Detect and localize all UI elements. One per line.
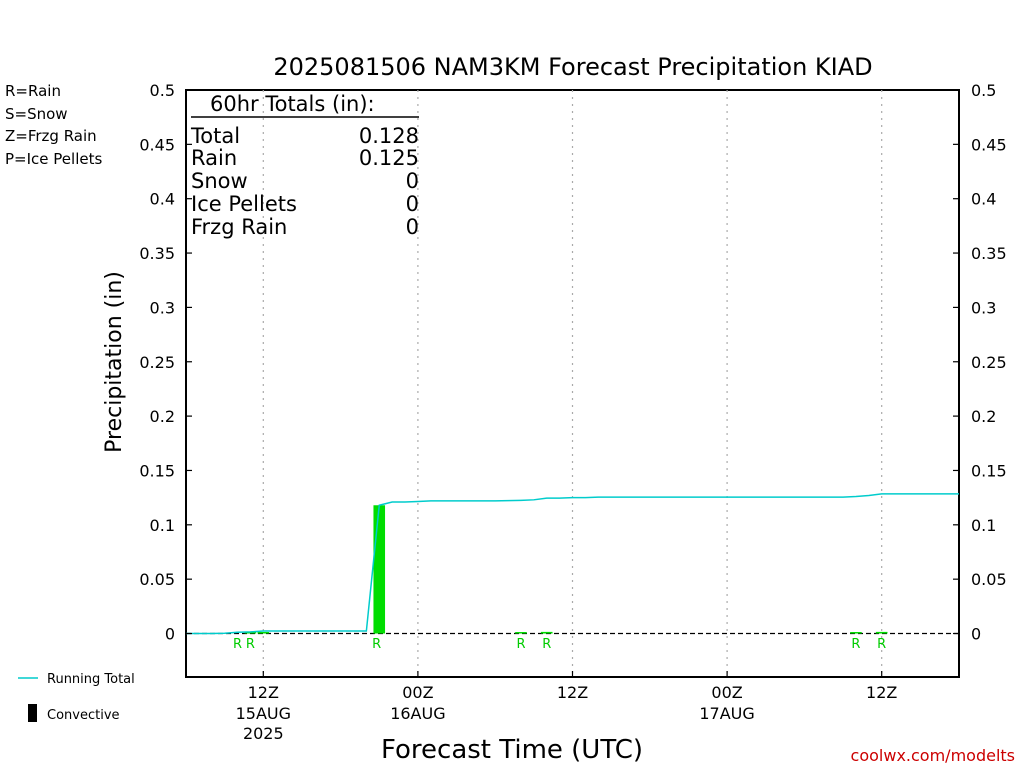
convective-swatch (28, 704, 37, 722)
totals-value-ice-pellets: 0 (406, 192, 419, 216)
totals-box: 60hr Totals (in): Total 0.128 Rain 0.125… (190, 92, 419, 239)
running-total-line (186, 493, 959, 635)
y-tick-label-left: 0.4 (150, 190, 175, 209)
y-tick-label-right: 0.35 (971, 244, 1007, 263)
totals-label-rain: Rain (191, 146, 237, 170)
legend-rain: R=Rain (5, 82, 61, 100)
y-tick-label-right: 0.05 (971, 570, 1007, 589)
rain-bar (257, 632, 270, 634)
y-tick-label-right: 0.5 (971, 81, 996, 100)
x-tick-date-label: 15AUG (236, 704, 291, 723)
y-tick-label-left: 0 (165, 625, 175, 644)
y-tick-label-left: 0.25 (139, 353, 175, 372)
ptype-marker: R (877, 637, 886, 652)
totals-label-total: Total (190, 124, 240, 148)
grid-lines (262, 90, 883, 677)
legend-frzg-rain: Z=Frzg Rain (5, 127, 97, 145)
x-tick-label: 12Z (557, 683, 588, 702)
totals-value-total: 0.128 (359, 124, 419, 148)
x-tick-label: 12Z (866, 683, 897, 702)
y-tick-label-left: 0.2 (150, 407, 175, 426)
totals-label-ice-pellets: Ice Pellets (191, 192, 297, 216)
y-tick-label-right: 0.15 (971, 461, 1007, 480)
totals-label-frzg-rain: Frzg Rain (191, 215, 287, 239)
ptype-marker: R (516, 637, 525, 652)
rain-bar (244, 632, 257, 634)
ptype-marker: R (851, 637, 860, 652)
ptype-marker: R (233, 637, 242, 652)
totals-label-snow: Snow (191, 169, 248, 193)
rain-bar (850, 632, 862, 634)
y-tick-label-left: 0.5 (150, 81, 175, 100)
running-total-legend-label: Running Total (47, 672, 135, 687)
x-tick-date-label: 17AUG (699, 704, 754, 723)
rain-bar (540, 631, 553, 634)
y-tick-label-left: 0.1 (150, 516, 175, 535)
bar-series (244, 505, 888, 634)
x-tick-year-label: 2025 (243, 724, 284, 743)
rain-bar (515, 632, 527, 634)
x-tick-label: 00Z (711, 683, 742, 702)
y-tick-label-left: 0.45 (139, 135, 175, 154)
x-tick-date-label: 16AUG (390, 704, 445, 723)
y-tick-label-right: 0.3 (971, 298, 996, 317)
credit-text: coolwx.com/modelts (851, 746, 1015, 765)
ptype-marker: R (542, 637, 551, 652)
totals-value-rain: 0.125 (359, 146, 419, 170)
ptype-marker: R (372, 637, 381, 652)
y-tick-label-right: 0.1 (971, 516, 996, 535)
rain-bar (875, 631, 888, 634)
x-axis-label: Forecast Time (UTC) (381, 735, 643, 765)
y-tick-label-left: 0.15 (139, 461, 175, 480)
rain-bar (373, 505, 386, 634)
running-total-series (186, 493, 959, 635)
series-legend: Running Total Convective (18, 672, 135, 723)
y-tick-label-right: 0.45 (971, 135, 1007, 154)
legend-snow: S=Snow (5, 105, 68, 123)
ptype-legend: R=Rain S=Snow Z=Frzg Rain P=Ice Pellets (5, 82, 102, 168)
y-tick-label-right: 0 (971, 625, 981, 644)
chart-title: 2025081506 NAM3KM Forecast Precipitation… (273, 53, 872, 81)
x-tick-label: 12Z (248, 683, 279, 702)
totals-value-frzg-rain: 0 (406, 215, 419, 239)
totals-value-snow: 0 (406, 169, 419, 193)
y-tick-label-left: 0.05 (139, 570, 175, 589)
y-tick-label-right: 0.25 (971, 353, 1007, 372)
legend-ice-pellets: P=Ice Pellets (5, 150, 102, 168)
ptype-marker: R (246, 637, 255, 652)
y-tick-label-left: 0.3 (150, 298, 175, 317)
convective-legend-label: Convective (47, 708, 120, 723)
totals-header: 60hr Totals (in): (210, 92, 375, 116)
x-tick-label: 00Z (402, 683, 433, 702)
y-tick-label-left: 0.35 (139, 244, 175, 263)
y-tick-label-right: 0.2 (971, 407, 996, 426)
y-axis-label: Precipitation (in) (102, 271, 127, 453)
y-axis-ticks: 0 00.05 0.050.1 0.10.15 0.150.2 0.20.25 0.250.… (139, 81, 1006, 644)
y-tick-label-right: 0.4 (971, 190, 996, 209)
